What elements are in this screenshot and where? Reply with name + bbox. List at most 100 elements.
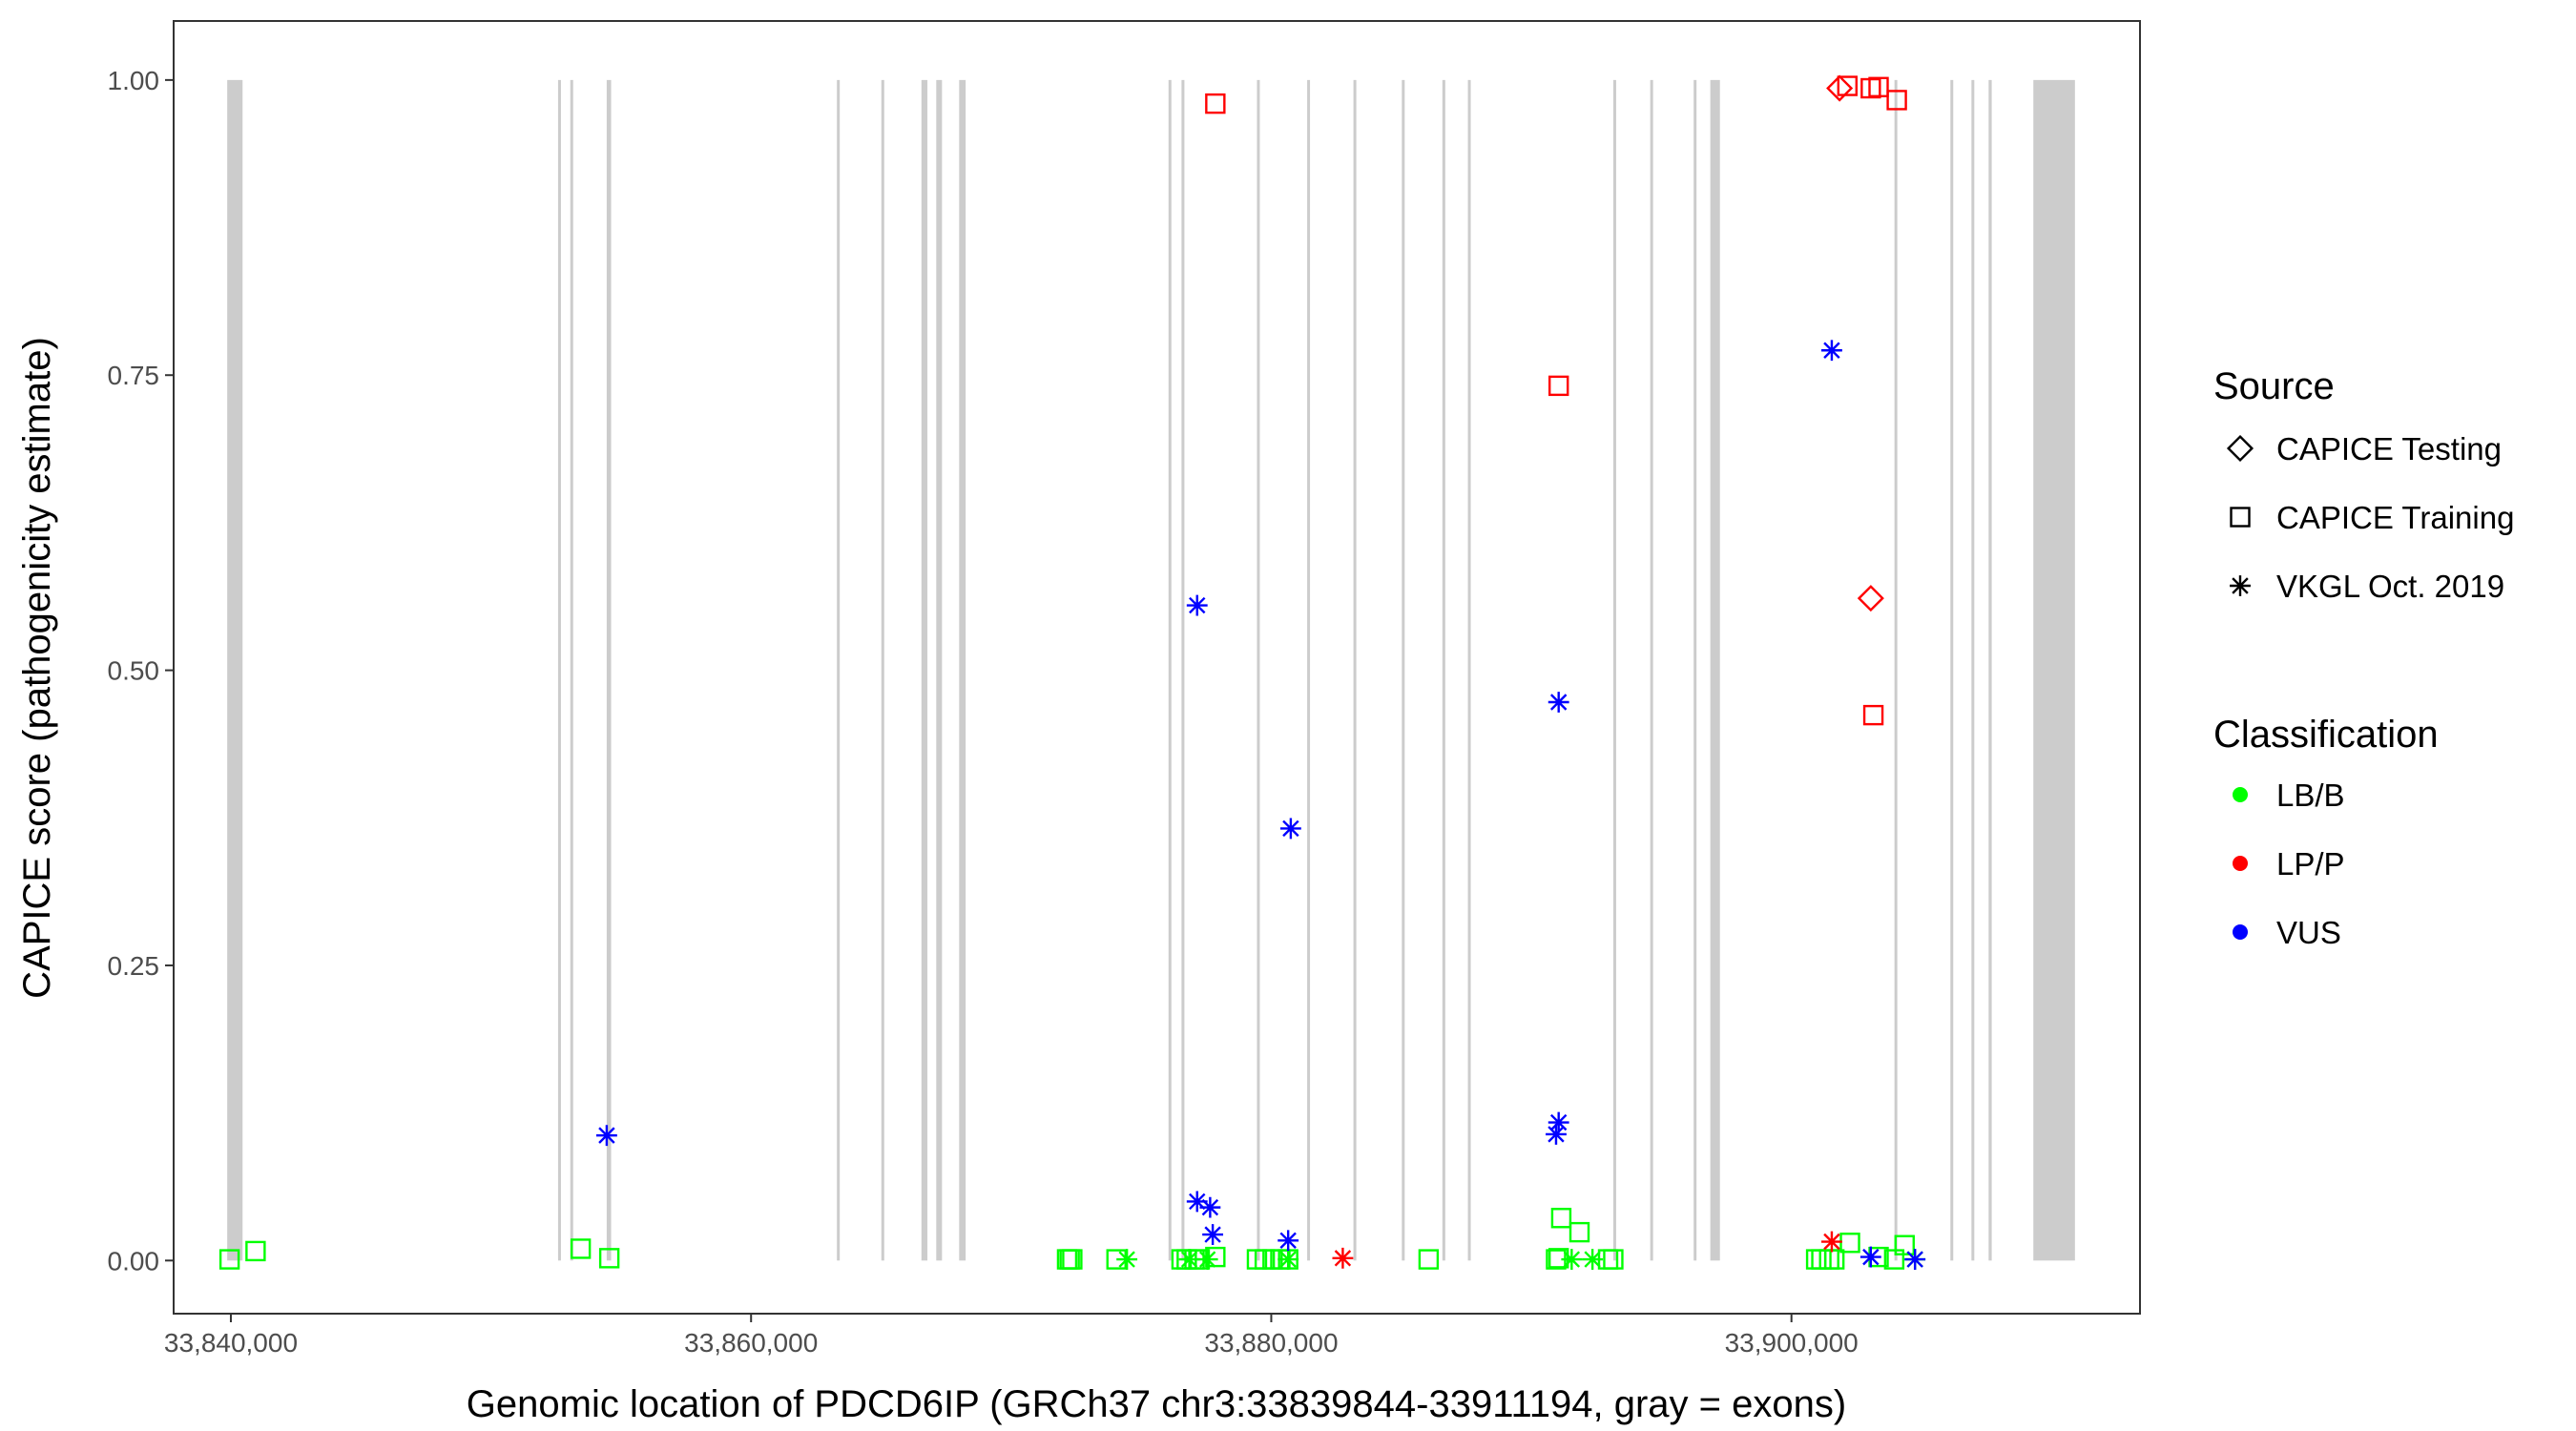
plot-border (173, 20, 2141, 1315)
y-tick-label: 0.00 (108, 1246, 160, 1275)
y-tick-label: 0.50 (108, 656, 160, 686)
data-point (1859, 1246, 1881, 1268)
data-point (1894, 1234, 1915, 1255)
exon-band (1307, 79, 1311, 1261)
x-tick-label: 33,900,000 (1725, 1328, 1859, 1358)
data-point (1860, 77, 1881, 99)
data-point (1548, 1248, 1569, 1269)
data-point (218, 1249, 240, 1270)
y-axis: 0.00 0.25 0.50 0.75 1.00 (108, 66, 174, 1275)
data-point (1561, 1249, 1583, 1270)
data-point (1205, 93, 1226, 114)
legend-source-label: CAPICE Testing (2276, 431, 2502, 467)
data-point (1196, 1249, 1218, 1270)
legend-color-dot (2233, 856, 2248, 871)
data-point (1548, 692, 1569, 713)
legend-classification-items: LB/B LP/P VUS (2233, 778, 2345, 950)
data-point (570, 1238, 592, 1259)
exon-band (1353, 79, 1357, 1261)
exon-band (881, 79, 884, 1261)
y-tick-label: 0.25 (108, 951, 160, 981)
data-point (1546, 1123, 1567, 1145)
data-point (1821, 1231, 1842, 1253)
data-point (1178, 1249, 1200, 1270)
data-point (1603, 1249, 1624, 1270)
exon-band (1650, 79, 1653, 1261)
x-tick-label: 33,860,000 (684, 1328, 818, 1358)
data-point (1548, 1111, 1569, 1133)
exon-band (570, 79, 573, 1261)
data-point (1883, 1249, 1905, 1270)
data-point (1186, 1191, 1208, 1213)
data-point (1904, 1249, 1926, 1270)
legend-classification-title: Classification (2213, 714, 2439, 756)
data-point (1279, 818, 1301, 840)
plot-panel (174, 21, 2140, 1314)
legend-asterisk-key (2230, 575, 2251, 596)
x-axis-title: Genomic location of PDCD6IP (GRCh37 chr3… (467, 1383, 1846, 1425)
legend-diamond-key (2226, 434, 2254, 463)
exon-band (1894, 79, 1898, 1261)
data-point (1332, 1247, 1354, 1269)
legend-source-title: Source (2213, 365, 2335, 407)
exon-bands (227, 79, 2075, 1261)
legend: Source Classification CAPICE TestingCAPI… (2213, 365, 2514, 950)
data-point (1186, 594, 1208, 616)
exon-band (1442, 79, 1445, 1261)
data-point (595, 1125, 617, 1147)
x-tick-label: 33,880,000 (1204, 1328, 1338, 1358)
exon-band (1181, 79, 1185, 1261)
exon-band (837, 79, 841, 1261)
data-point (1202, 1224, 1224, 1246)
exon-band (227, 79, 243, 1261)
x-tick-label: 33,840,000 (164, 1328, 298, 1358)
legend-color-dot (2233, 924, 2248, 940)
data-points (218, 74, 1926, 1270)
data-point (1821, 340, 1842, 362)
exon-band (1988, 79, 1992, 1261)
exon-band (936, 79, 943, 1261)
data-point (1278, 1230, 1299, 1252)
data-point (1550, 1208, 1572, 1229)
legend-source-items: CAPICE Testing CAPICE Training VKGL Oct. 2… (2226, 431, 2514, 604)
legend-classification-label: LB/B (2276, 778, 2345, 813)
legend-square-key (2230, 507, 2251, 528)
data-point (1568, 1221, 1590, 1243)
exon-band (606, 79, 612, 1261)
data-point (1886, 90, 1907, 111)
exon-band (1467, 79, 1471, 1261)
exon-band (959, 79, 966, 1261)
data-point (245, 1240, 266, 1262)
data-point (1837, 75, 1859, 96)
x-axis: 33,840,000 33,860,000 33,880,000 33,900,000 (164, 1314, 1859, 1358)
data-point (1823, 1249, 1845, 1270)
legend-source-label: CAPICE Training (2276, 500, 2514, 535)
exon-band (557, 79, 561, 1261)
legend-source-label: VKGL Oct. 2019 (2276, 569, 2504, 604)
exon-band (1168, 79, 1172, 1261)
data-point (1062, 1249, 1083, 1270)
data-point (1582, 1249, 1604, 1270)
exon-band (2033, 79, 2075, 1261)
data-point (1278, 1249, 1299, 1270)
data-point (1199, 1196, 1221, 1218)
y-axis-title: CAPICE score (pathogenicity estimate) (16, 337, 58, 999)
data-point (1839, 1233, 1860, 1254)
legend-color-dot (2233, 787, 2248, 802)
exon-band (1257, 79, 1260, 1261)
data-point (1826, 74, 1854, 102)
exon-band (1950, 79, 1954, 1261)
exon-band (1693, 79, 1697, 1261)
data-point (1418, 1249, 1440, 1270)
data-point (1548, 375, 1569, 397)
data-point (1862, 704, 1884, 726)
data-point (1116, 1249, 1138, 1270)
exon-band (1710, 79, 1720, 1261)
exon-band (921, 79, 928, 1261)
exon-band (1402, 79, 1405, 1261)
data-point (598, 1248, 620, 1269)
y-tick-label: 0.75 (108, 361, 160, 390)
exon-band (1971, 79, 1975, 1261)
legend-classification-label: VUS (2276, 915, 2341, 950)
